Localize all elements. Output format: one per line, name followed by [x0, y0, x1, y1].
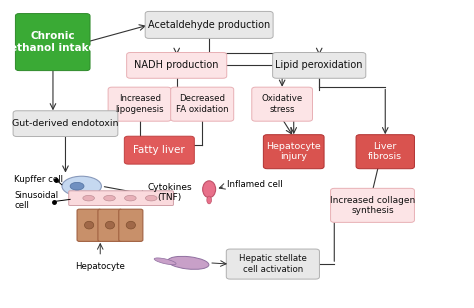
- Ellipse shape: [146, 195, 157, 201]
- FancyBboxPatch shape: [330, 188, 414, 222]
- FancyBboxPatch shape: [145, 11, 273, 38]
- FancyBboxPatch shape: [13, 111, 118, 136]
- Ellipse shape: [104, 195, 115, 201]
- FancyBboxPatch shape: [119, 209, 143, 241]
- Text: Sinusoidal
cell: Sinusoidal cell: [15, 191, 59, 210]
- FancyBboxPatch shape: [69, 191, 173, 205]
- Text: Inflamed cell: Inflamed cell: [227, 180, 283, 189]
- FancyBboxPatch shape: [124, 136, 194, 164]
- Text: Increased collagen
synthesis: Increased collagen synthesis: [330, 196, 415, 215]
- Text: Kupffer cell: Kupffer cell: [15, 175, 64, 184]
- FancyBboxPatch shape: [356, 135, 414, 169]
- Text: Liver
fibrosis: Liver fibrosis: [368, 142, 402, 161]
- FancyBboxPatch shape: [108, 87, 171, 121]
- Text: NADH production: NADH production: [135, 60, 219, 71]
- Text: Oxidative
stress: Oxidative stress: [262, 95, 303, 114]
- Text: Gut-derived endotoxin: Gut-derived endotoxin: [12, 119, 118, 128]
- FancyBboxPatch shape: [264, 135, 324, 169]
- FancyBboxPatch shape: [226, 249, 319, 279]
- Text: Decreased
FA oxidation: Decreased FA oxidation: [176, 95, 228, 114]
- Text: Increased
lipogenesis: Increased lipogenesis: [115, 95, 164, 114]
- Ellipse shape: [207, 196, 211, 204]
- Text: Fatty liver: Fatty liver: [134, 145, 185, 155]
- Text: Lipid peroxidation: Lipid peroxidation: [275, 60, 363, 71]
- FancyBboxPatch shape: [98, 209, 122, 241]
- Ellipse shape: [62, 176, 101, 196]
- Ellipse shape: [84, 221, 94, 229]
- FancyBboxPatch shape: [171, 87, 234, 121]
- Ellipse shape: [125, 195, 136, 201]
- Text: Hepatocyte
injury: Hepatocyte injury: [266, 142, 321, 161]
- Ellipse shape: [203, 181, 216, 198]
- FancyBboxPatch shape: [273, 52, 366, 78]
- FancyBboxPatch shape: [77, 209, 101, 241]
- Text: Hepatocyte: Hepatocyte: [75, 262, 125, 271]
- Ellipse shape: [105, 221, 115, 229]
- Text: Chronic
ethanol intake: Chronic ethanol intake: [10, 31, 95, 53]
- FancyBboxPatch shape: [252, 87, 312, 121]
- FancyBboxPatch shape: [16, 14, 90, 71]
- Text: Cytokines
(TNF): Cytokines (TNF): [147, 183, 192, 202]
- Ellipse shape: [83, 195, 94, 201]
- Ellipse shape: [168, 256, 209, 269]
- Ellipse shape: [154, 258, 176, 265]
- FancyBboxPatch shape: [127, 52, 227, 78]
- Text: Acetaldehyde production: Acetaldehyde production: [148, 20, 270, 30]
- Ellipse shape: [126, 221, 136, 229]
- Text: Hepatic stellate
cell activation: Hepatic stellate cell activation: [239, 254, 307, 274]
- Ellipse shape: [70, 182, 84, 190]
